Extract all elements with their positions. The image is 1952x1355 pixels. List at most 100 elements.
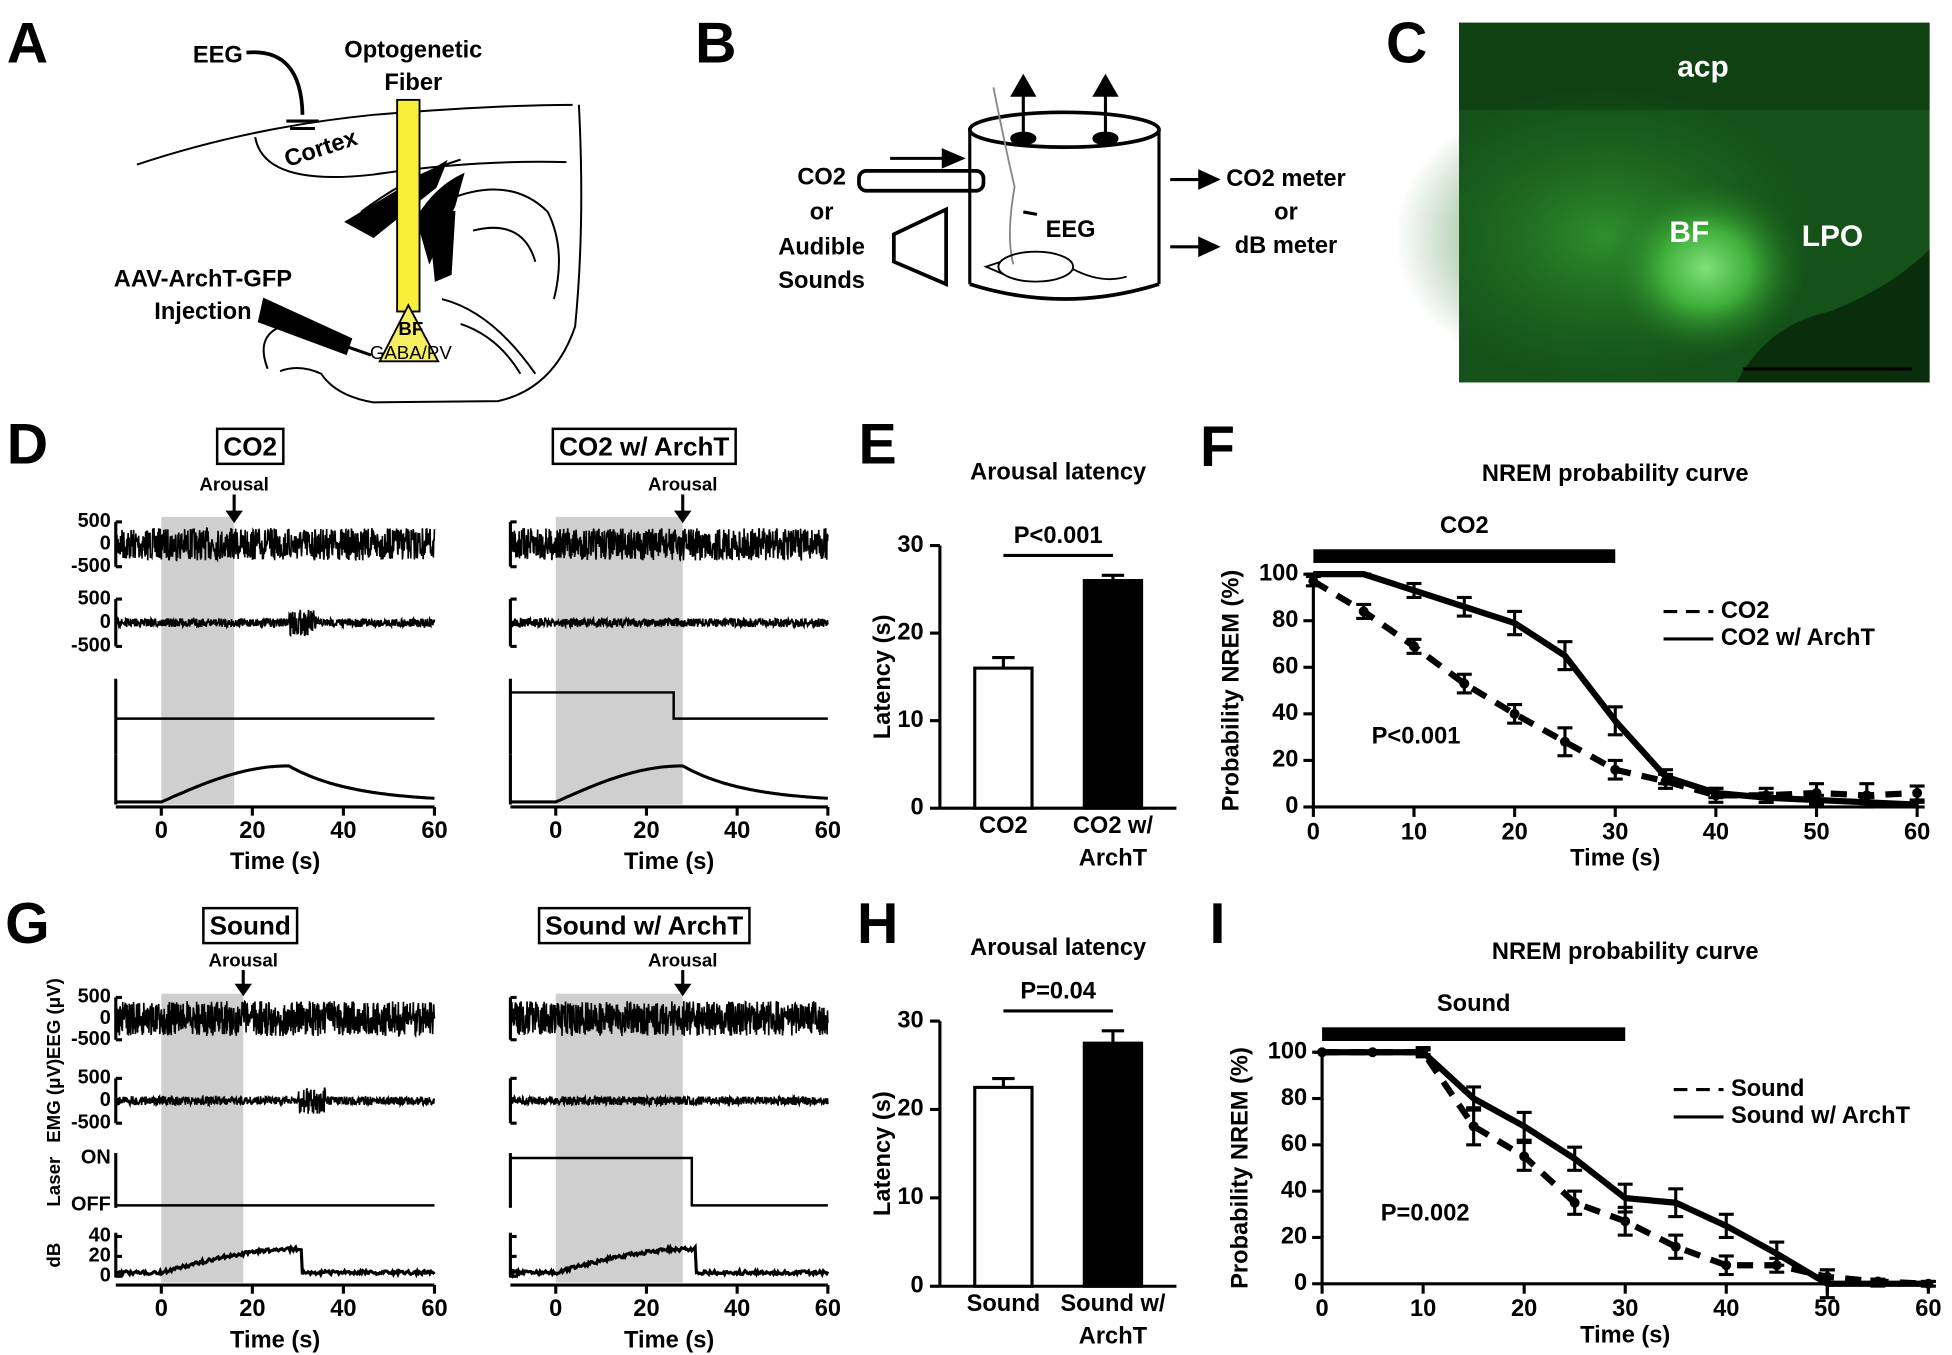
x-tick-label: 0 xyxy=(1307,819,1320,845)
x-tick-label-box: Sound xyxy=(966,1291,1041,1318)
emg-trace xyxy=(509,1093,829,1109)
brain-schematic xyxy=(136,50,583,404)
x-tick-label: 60 xyxy=(1904,819,1930,845)
y-tick-label: 0 xyxy=(911,794,924,820)
x-tick-label: 0 xyxy=(549,818,562,844)
x-tick-label: 60 xyxy=(815,818,841,844)
row-tick-label: -500 xyxy=(71,1028,111,1050)
laser-trace xyxy=(510,691,828,720)
condition-title: Sound xyxy=(210,911,291,941)
panel-letter: G xyxy=(5,892,50,956)
y-axis-label: Probability NREM (%) xyxy=(1219,570,1245,812)
db-trace xyxy=(115,1244,436,1279)
y-tick-label: 0 xyxy=(911,1273,924,1299)
significance-label: P=0.04 xyxy=(1020,978,1096,1004)
micrograph xyxy=(1394,22,1930,387)
panel-letter: D xyxy=(7,413,48,477)
db-trace xyxy=(510,1243,830,1280)
arousal-arrowhead xyxy=(674,983,692,997)
x-axis-label: Time (s) xyxy=(624,849,714,875)
y-tick-label: 100 xyxy=(1259,560,1298,586)
chart-title: NREM probability curve xyxy=(1482,461,1749,487)
row-tick-label: -500 xyxy=(71,1111,111,1133)
panel-letter: H xyxy=(857,892,898,956)
label-box: AAV-ArchT-GFP Injection xyxy=(114,267,292,326)
x-tick-label: 60 xyxy=(815,1296,841,1322)
marker xyxy=(1519,1151,1530,1162)
marker xyxy=(1610,764,1621,775)
y-tick-label: 20 xyxy=(897,619,923,645)
x-axis-label: Time (s) xyxy=(230,849,320,875)
row-tick-label: 0 xyxy=(100,611,111,633)
x-tick-label: 60 xyxy=(1915,1296,1941,1322)
row-tick-label: 500 xyxy=(78,510,111,532)
row-label-box: dB xyxy=(44,1243,65,1268)
legend-label: CO2 xyxy=(1721,598,1770,624)
emg-trace xyxy=(114,1087,436,1114)
x-axis-label: Time (s) xyxy=(1580,1322,1670,1348)
stimulus-bar xyxy=(1322,1027,1626,1042)
x-tick-label: 20 xyxy=(633,1296,659,1322)
arousal-arrowhead xyxy=(225,510,243,524)
image-label: LPO xyxy=(1802,220,1863,253)
eeg-trace xyxy=(114,527,436,563)
label: or xyxy=(1274,199,1298,225)
x-tick-label: 30 xyxy=(1602,819,1628,845)
label: BF xyxy=(398,318,423,339)
row-tick-label: ON xyxy=(81,1146,111,1168)
arousal-label: Arousal xyxy=(648,949,717,970)
stimulus-shade xyxy=(161,993,244,1283)
condition-title: CO2 w/ ArchT xyxy=(559,431,729,461)
x-tick-label: 20 xyxy=(1511,1296,1537,1322)
condition-title: CO2 xyxy=(223,431,277,461)
x-tick-label: CO2 w/ ArchT xyxy=(1072,813,1154,872)
y-tick-label: 60 xyxy=(1272,654,1298,680)
x-tick-label: 20 xyxy=(633,818,659,844)
x-tick-label: 20 xyxy=(1501,819,1527,845)
stimulus-label: CO2 xyxy=(1440,513,1489,539)
marker xyxy=(1721,1260,1732,1271)
y-tick-label: 20 xyxy=(897,1096,923,1122)
x-tick-label: 10 xyxy=(1401,819,1427,845)
marker xyxy=(1358,606,1369,617)
chart-title: Arousal latency xyxy=(970,935,1147,961)
x-tick-label: 20 xyxy=(239,818,265,844)
label: EEG xyxy=(193,43,243,69)
emg-trace xyxy=(509,615,829,630)
panel-letter: A xyxy=(7,12,48,76)
row-tick-label: -500 xyxy=(71,555,111,577)
panel-letter: E xyxy=(859,413,897,477)
y-tick-label: 0 xyxy=(1285,793,1298,819)
y-tick-label: 80 xyxy=(1272,607,1298,633)
title-box xyxy=(537,906,751,945)
chart-title: NREM probability curve xyxy=(1492,939,1759,965)
panel-letter: I xyxy=(1210,892,1226,956)
y-axis-label: Latency (s) xyxy=(870,614,896,739)
legend-label: CO2 w/ ArchT xyxy=(1721,625,1876,651)
x-tick-label-box: CO2 xyxy=(979,813,1028,839)
x-tick-label: 40 xyxy=(330,1296,356,1322)
condition-title: Sound w/ ArchT xyxy=(545,911,743,941)
row-tick-label: 500 xyxy=(78,986,111,1008)
x-tick-label: Sound xyxy=(966,1291,1041,1318)
x-tick-label-box: CO2 w/ ArchT xyxy=(1072,813,1154,872)
panel-letter: B xyxy=(695,12,736,76)
marker xyxy=(1670,1241,1681,1252)
x-tick-label: 0 xyxy=(549,1296,562,1322)
label: Sounds xyxy=(778,268,865,294)
chart-title: Arousal latency xyxy=(970,460,1147,486)
label: or xyxy=(810,199,834,225)
legend-label: Sound xyxy=(1731,1076,1805,1102)
stimulus-shade xyxy=(555,993,683,1283)
panel-letter: C xyxy=(1386,12,1427,76)
marker xyxy=(1308,576,1319,587)
marker xyxy=(1509,708,1520,719)
x-tick-label: 40 xyxy=(724,818,750,844)
arousal-label: Arousal xyxy=(199,474,268,495)
eeg-trace xyxy=(114,999,436,1039)
x-tick-label: 0 xyxy=(155,818,168,844)
y-tick-label: 100 xyxy=(1268,1038,1307,1064)
marker xyxy=(1912,788,1923,798)
panel-letter: F xyxy=(1200,415,1235,479)
